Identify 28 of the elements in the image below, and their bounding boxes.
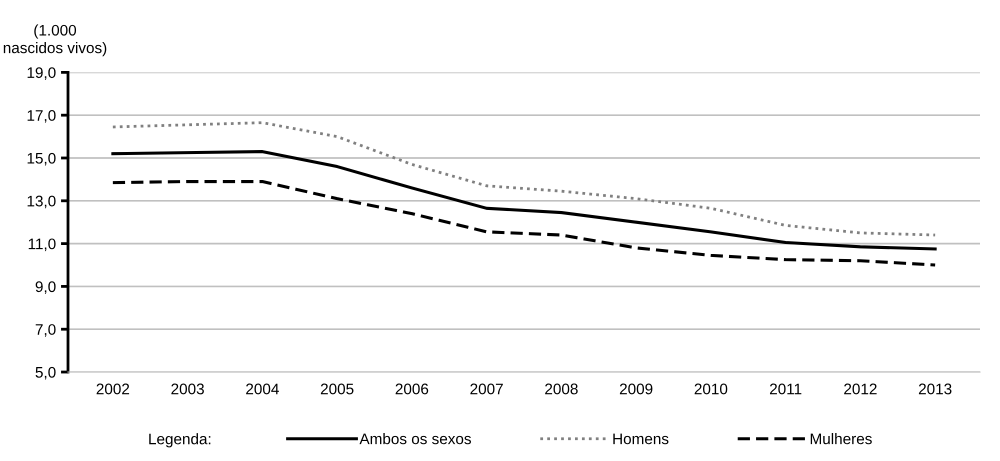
x-tick-label: 2007	[470, 384, 503, 394]
y-axis-title: (1.000 nascidos vivos)	[4, 24, 106, 56]
x-tick-label: 2011	[770, 384, 802, 394]
x-tick-label: 2010	[694, 384, 728, 394]
line-series	[111, 121, 937, 236]
x-tick-label: 2006	[396, 384, 428, 394]
line-series	[111, 150, 937, 250]
legend-title: Legenda:	[149, 433, 210, 448]
y-tick-label: 5,0	[36, 366, 56, 380]
legend-label: Homens	[613, 434, 668, 444]
legend-label: Mulheres	[810, 433, 872, 444]
x-tick-label: 2008	[545, 384, 578, 394]
y-tick-label: 19,0	[28, 67, 56, 80]
x-tick-label: 2012	[844, 384, 877, 394]
y-tick-label: 9,0	[36, 281, 56, 294]
x-tick-label: 2003	[171, 384, 204, 394]
legend-label: Ambos os sexos	[359, 433, 471, 444]
x-tick-label: 2004	[246, 384, 279, 394]
x-tick-label: 2005	[320, 384, 354, 394]
x-tick-label: 2013	[918, 384, 952, 394]
x-tick-label: 2002	[96, 384, 130, 394]
y-tick-label: 7,0	[36, 324, 56, 337]
x-tick-label: 2009	[620, 384, 652, 394]
y-tick-label: 13,0	[28, 196, 56, 208]
y-tick-label: 17,0	[28, 110, 56, 123]
line-series	[111, 180, 937, 267]
y-tick-label: 15,0	[28, 152, 56, 166]
y-tick-label: 11,0	[28, 238, 56, 252]
